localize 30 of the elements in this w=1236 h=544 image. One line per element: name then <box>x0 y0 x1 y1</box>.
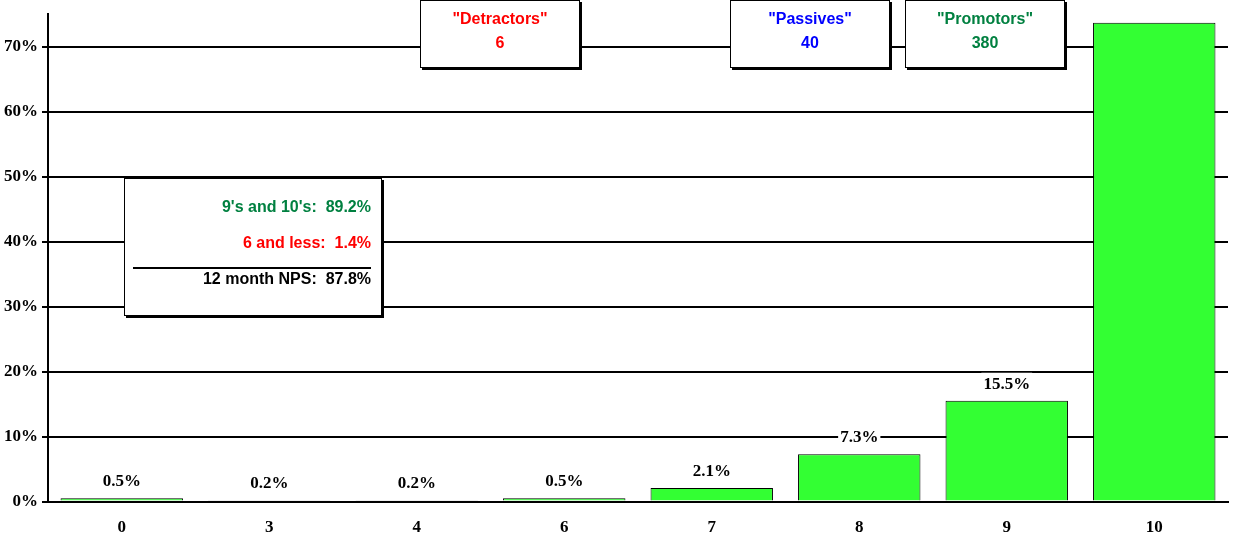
data-label: 0.5% <box>102 471 141 491</box>
x-tick-label: 8 <box>855 517 864 537</box>
data-label: 15.5% <box>983 373 1031 393</box>
data-label: 2.1% <box>692 460 731 480</box>
y-tick-label: 60% <box>4 101 38 121</box>
data-label: 0.2% <box>397 473 436 493</box>
callout-box: "Passives" 40 <box>730 0 890 68</box>
x-tick-label: 0 <box>117 517 126 537</box>
data-label: 0.5% <box>545 471 584 491</box>
callout-box: "Detractors" 6 <box>420 0 580 68</box>
y-tick-label: 70% <box>4 36 38 56</box>
y-tick-label: 30% <box>4 296 38 316</box>
x-tick-label: 4 <box>412 517 422 537</box>
y-tick-label: 10% <box>4 426 38 445</box>
y-tick-label: 40% <box>4 231 38 251</box>
x-tick-label: 10 <box>1145 517 1163 537</box>
y-tick-label: 20% <box>4 361 38 381</box>
data-label: 7.3% <box>840 427 879 447</box>
y-tick-label: 50% <box>4 166 38 186</box>
annotation: 12 month NPS: 87.8% <box>201 269 371 289</box>
x-tick-label: 7 <box>707 517 717 537</box>
x-tick-label: 3 <box>265 517 274 537</box>
annotation: 6 and less: 1.4% <box>241 233 371 253</box>
x-tick-label: 9 <box>1002 517 1011 537</box>
summary-box: 9's and 10's: 89.2% 6 and less: 1.4% 12 month NPS: 87.8% <box>124 178 382 316</box>
callout-box: "Promotors" 380 <box>905 0 1065 68</box>
annotation: 9's and 10's: 89.2% <box>220 197 371 217</box>
data-label: 0.2% <box>250 473 289 493</box>
x-tick-label: 6 <box>560 517 569 537</box>
y-tick-label: 0% <box>12 490 38 510</box>
